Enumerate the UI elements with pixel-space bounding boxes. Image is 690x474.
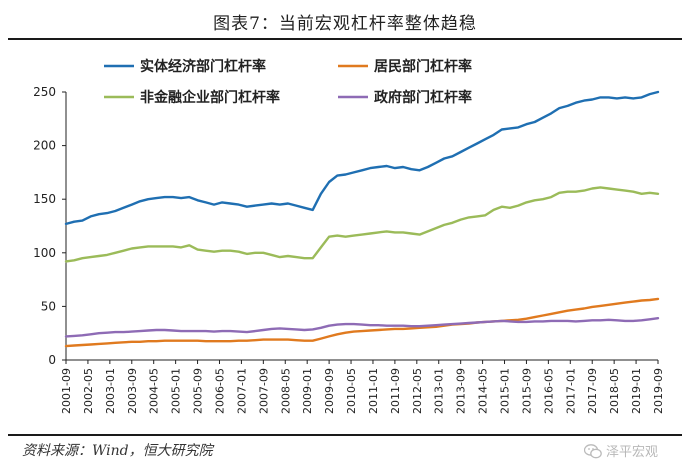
x-tick-label: 2007-09	[257, 368, 270, 414]
x-tick-label: 2009-09	[323, 368, 336, 414]
x-tick-label: 2009-01	[301, 368, 314, 414]
top-rule	[8, 38, 682, 40]
x-tick-label: 2018-05	[608, 368, 621, 414]
x-tick-label: 2014-05	[477, 368, 490, 414]
series-line-government	[64, 317, 660, 338]
x-tick-label: 2005-09	[192, 368, 205, 414]
x-tick-label: 2002-05	[82, 368, 95, 414]
x-tick-label: 2006-05	[213, 368, 226, 414]
x-tick-label: 2012-05	[411, 368, 424, 414]
series-line-real_economy	[64, 90, 660, 226]
x-tick-label: 2013-01	[433, 368, 446, 414]
legend-label-government: 政府部门杠杆率	[374, 89, 472, 106]
y-tick-label: 50	[41, 299, 56, 313]
y-tick-label: 150	[33, 192, 56, 206]
chart-title: 图表7：当前宏观杠杆率整体趋稳	[213, 14, 477, 34]
wechat-icon	[583, 444, 602, 459]
y-tick-label: 200	[33, 139, 56, 153]
x-tick-label: 2007-01	[235, 368, 248, 414]
x-tick-label: 2015-01	[499, 368, 512, 414]
x-tick-label: 2004-05	[148, 368, 161, 414]
watermark: 泽平宏观	[583, 441, 658, 460]
legend-label-household: 居民部门杠杆率	[374, 58, 472, 75]
x-tick-label: 2010-05	[345, 368, 358, 414]
x-tick-label: 2017-01	[564, 368, 577, 414]
x-tick-label: 2011-01	[367, 368, 380, 414]
legend-label-nonfinancial_corp: 非金融企业部门杠杆率	[140, 89, 280, 106]
source-note: 资料来源：Wind，恒大研究院	[22, 443, 213, 459]
chart-axes: 0 50 100 150 200 250 2001-09 2002-05 2003-01 2003…	[33, 85, 665, 414]
x-tick-label: 2016-05	[542, 368, 555, 414]
series-line-household	[64, 297, 660, 348]
bottom-rule	[8, 434, 682, 436]
x-tick-label: 2013-09	[455, 368, 468, 414]
chart-series	[64, 90, 660, 348]
watermark-text: 泽平宏观	[605, 445, 658, 460]
x-tick-label: 2003-01	[104, 368, 117, 414]
x-tick-label: 2003-09	[126, 368, 139, 414]
x-tick-label: 2005-01	[170, 368, 183, 414]
legend-label-real_economy: 实体经济部门杠杆率	[140, 58, 266, 75]
x-tick-label: 2019-01	[630, 368, 643, 414]
x-tick-label: 2015-09	[520, 368, 533, 414]
y-tick-label: 0	[48, 353, 56, 367]
x-tick-label: 2011-09	[389, 368, 402, 414]
y-tick-label: 250	[33, 85, 56, 99]
x-tick-label: 2017-09	[586, 368, 599, 414]
series-line-nonfinancial_corp	[64, 186, 660, 263]
x-tick-label: 2008-05	[279, 368, 292, 414]
x-tick-label: 2001-09	[60, 368, 73, 414]
y-tick-label: 100	[33, 246, 56, 260]
x-tick-label: 2019-09	[652, 368, 665, 414]
